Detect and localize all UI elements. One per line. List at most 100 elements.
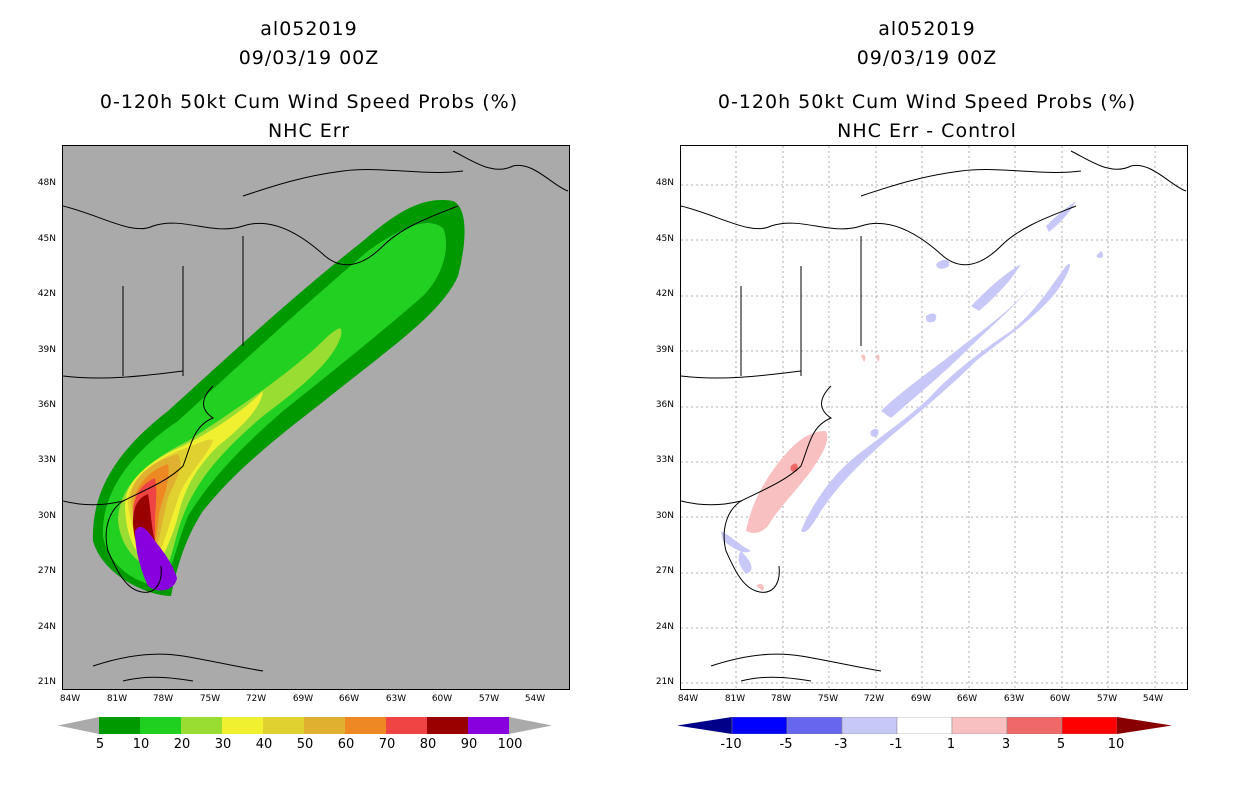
lat-label: 45N (37, 234, 56, 244)
colorbar-label: 10 (1107, 737, 1125, 752)
colorbar-swatch (140, 717, 181, 734)
lon-label: 54W (524, 694, 546, 704)
colorbar-swatch (427, 717, 468, 734)
colorbar-swatch (1117, 717, 1172, 734)
lat-label: 21N (655, 677, 674, 687)
colorbar-swatch (1006, 717, 1063, 734)
lat-label: 36N (37, 400, 56, 410)
colorbar-swatch (99, 717, 140, 734)
colorbar-swatch (896, 717, 953, 734)
lon-label: 75W (817, 694, 839, 704)
lat-label: 30N (37, 511, 56, 521)
lon-label: 60W (1049, 694, 1071, 704)
lat-label: 27N (37, 566, 56, 576)
product-title: 0-120h 50kt Cum Wind Speed Probs (%) (717, 91, 1137, 113)
colorbar (58, 717, 552, 734)
lon-label: 66W (956, 694, 978, 704)
colorbar-swatch (345, 717, 386, 734)
colorbar-label: 60 (337, 737, 355, 752)
colorbar-label: 1 (946, 737, 956, 752)
lon-label: 78W (152, 694, 174, 704)
coastlines (63, 150, 569, 682)
colorbar-label: 20 (173, 737, 191, 752)
lon-label: 84W (677, 694, 699, 704)
lat-label: 21N (37, 677, 56, 687)
colorbar-label: 80 (419, 737, 437, 752)
datetime: 09/03/19 00Z (238, 47, 380, 69)
coastlines (681, 150, 1187, 682)
colorbar-label: -3 (834, 737, 848, 752)
lat-label: 45N (655, 234, 674, 244)
lon-label: 63W (1003, 694, 1025, 704)
lat-label: 42N (655, 289, 674, 299)
lat-label: 30N (655, 511, 674, 521)
positive-difference (746, 354, 880, 591)
colorbar-label: -10 (720, 737, 742, 752)
lon-label: 60W (431, 694, 453, 704)
probability-map-svg (63, 150, 569, 682)
colorbar-swatch (222, 717, 263, 734)
colorbar-swatch (786, 717, 843, 734)
lon-label: 75W (199, 694, 221, 704)
lat-label: 33N (655, 455, 674, 465)
colorbar-label: 40 (255, 737, 273, 752)
lat-label: 36N (655, 400, 674, 410)
colorbar-label: 5 (95, 737, 105, 752)
colorbar-swatch (468, 717, 509, 734)
lat-label: 48N (655, 178, 674, 188)
probability-map (62, 145, 570, 690)
difference-map-svg (681, 146, 1187, 689)
lat-label: 42N (37, 289, 56, 299)
product-title: 0-120h 50kt Cum Wind Speed Probs (%) (99, 91, 519, 113)
colorbar-label: 5 (1056, 737, 1066, 752)
lon-label: 69W (292, 694, 314, 704)
lon-label: 78W (770, 694, 792, 704)
lat-label: 48N (37, 178, 56, 188)
lon-label: 84W (59, 694, 81, 704)
lat-label: 33N (37, 455, 56, 465)
colorbar-label: 100 (497, 737, 523, 752)
colorbar-label: -5 (779, 737, 793, 752)
colorbar-label: 50 (296, 737, 314, 752)
storm-id: al052019 (260, 18, 358, 40)
lat-label: 27N (655, 566, 674, 576)
colorbar-label: 90 (460, 737, 478, 752)
colorbar-swatch (841, 717, 898, 734)
colorbar-swatch (677, 717, 732, 734)
datetime: 09/03/19 00Z (856, 47, 998, 69)
negative-difference (721, 201, 1104, 574)
subtitle: NHC Err (267, 120, 351, 142)
colorbar-label: 10 (132, 737, 150, 752)
difference-map (680, 145, 1188, 690)
colorbar-under-arrow (58, 717, 99, 734)
subtitle: NHC Err - Control (837, 120, 1017, 142)
lon-label: 81W (106, 694, 128, 704)
swath-90 (135, 526, 177, 591)
colorbar-label: 70 (378, 737, 396, 752)
lon-label: 72W (245, 694, 267, 704)
lat-label: 39N (655, 345, 674, 355)
colorbar-swatch (181, 717, 222, 734)
lon-label: 81W (724, 694, 746, 704)
grid-lines (681, 146, 1187, 689)
lon-label: 57W (478, 694, 500, 704)
right-panel: al052019 09/03/19 00Z 0-120h 50kt Cum Wi… (618, 0, 1236, 800)
colorbar-over-arrow (509, 717, 552, 734)
storm-id: al052019 (878, 18, 976, 40)
lon-label: 63W (385, 694, 407, 704)
colorbar-swatch (304, 717, 345, 734)
lon-label: 57W (1096, 694, 1118, 704)
colorbar-swatch (1061, 717, 1118, 734)
positive-peak (790, 463, 798, 472)
lon-label: 66W (338, 694, 360, 704)
lat-label: 24N (37, 622, 56, 632)
colorbar-swatch (263, 717, 304, 734)
lon-label: 69W (910, 694, 932, 704)
colorbar-label: 30 (214, 737, 232, 752)
lat-label: 24N (655, 622, 674, 632)
colorbar-swatch (386, 717, 427, 734)
lon-label: 54W (1142, 694, 1164, 704)
lon-label: 72W (863, 694, 885, 704)
colorbar (677, 717, 1172, 734)
lat-label: 39N (37, 345, 56, 355)
